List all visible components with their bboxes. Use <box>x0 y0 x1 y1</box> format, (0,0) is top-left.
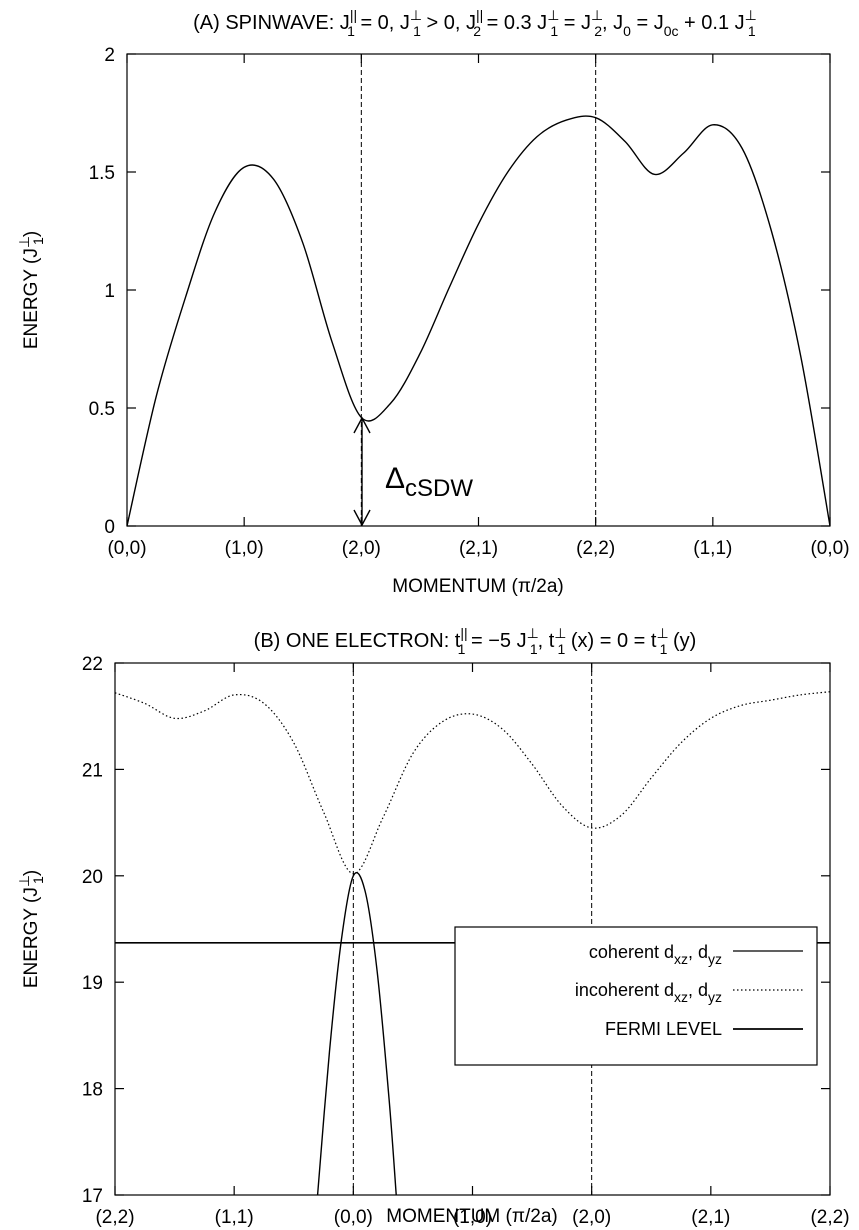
x-tick-label: (2,0) <box>572 1207 611 1228</box>
legend: coherent dxz, dyz incoherent dxz, dyz FE… <box>454 926 818 1066</box>
x-tick-label: (2,2) <box>576 538 615 559</box>
x-tick-label: (0,0) <box>107 538 146 559</box>
series-line-incoherent-d-xz-d-yz <box>115 691 830 875</box>
panel-b: (B) ONE ELECTRON: t|| 1 = −5 J⊥ 1, t⊥ 1 (x)… <box>16 625 850 1228</box>
panel-a-title: (A) SPINWAVE: J|| 1 = 0, J⊥ 1 > 0, J|| 2 = … <box>193 7 757 39</box>
x-tick-label: (2,2) <box>810 1207 849 1228</box>
panel-a-x-ticks: (0,0) (1,0) (2,0) (2,1) (2,2) (1,1) (0,0) <box>107 54 850 559</box>
panel-a-y-axis-label: ENERGY (J⊥1) <box>16 231 46 349</box>
x-tick-label: (1,1) <box>693 538 732 559</box>
y-tick-label: 22 <box>82 654 103 675</box>
x-tick-label: (0,0) <box>334 1207 373 1228</box>
panel-b-y-axis-label: ENERGY (J⊥1) <box>16 870 46 988</box>
y-tick-label: 2 <box>104 45 115 66</box>
y-tick-label: 19 <box>82 973 103 994</box>
series-line-spinwave <box>127 115 830 526</box>
y-tick-label: 21 <box>82 760 103 781</box>
panel-a-guide-lines <box>360 54 597 526</box>
x-tick-label: (2,2) <box>95 1207 134 1228</box>
y-tick-label: 1.5 <box>89 163 115 184</box>
panel-a: (A) SPINWAVE: J|| 1 = 0, J⊥ 1 > 0, J|| 2 = … <box>16 7 850 597</box>
panel-a-x-axis-label: MOMENTUM (π/2a) <box>392 576 563 597</box>
y-tick-label: 1 <box>104 281 115 302</box>
gap-arrow <box>353 416 371 527</box>
panel-b-title: (B) ONE ELECTRON: t|| 1 = −5 J⊥ 1, t⊥ 1 (x)… <box>254 625 697 657</box>
panel-a-plot-frame <box>126 53 831 527</box>
x-tick-label: (2,0) <box>342 538 381 559</box>
panel-b-y-ticks: 17 18 19 20 21 22 <box>82 654 830 1207</box>
x-tick-label: (0,0) <box>810 538 849 559</box>
panel-b-x-ticks: (2,2) (1,1) (0,0) (1,0) (2,0) (2,1) (2,2) <box>95 663 850 1228</box>
x-tick-label: (1,0) <box>453 1207 492 1228</box>
legend-item-fermi-level: FERMI LEVEL <box>605 1019 803 1039</box>
x-tick-label: (1,0) <box>225 538 264 559</box>
panel-b-x-axis-label: MOMENTUM (π/2a) <box>386 1206 557 1227</box>
gap-annotation-label: ΔcSDW <box>385 462 473 502</box>
y-tick-label: 20 <box>82 867 103 888</box>
y-tick-label: 18 <box>82 1080 103 1101</box>
x-tick-label: (1,1) <box>215 1207 254 1228</box>
x-tick-label: (2,1) <box>459 538 498 559</box>
x-tick-label: (2,1) <box>691 1207 730 1228</box>
y-tick-label: 0 <box>104 517 115 538</box>
panel-a-y-ticks: 0 0.5 1 1.5 2 <box>89 45 830 538</box>
series-line-coherent-d-xz-d-yz <box>316 871 397 1195</box>
panel-a-series <box>127 115 830 526</box>
svg-text:FERMI LEVEL: FERMI LEVEL <box>605 1019 722 1039</box>
y-tick-label: 17 <box>82 1186 103 1207</box>
y-tick-label: 0.5 <box>89 399 115 420</box>
